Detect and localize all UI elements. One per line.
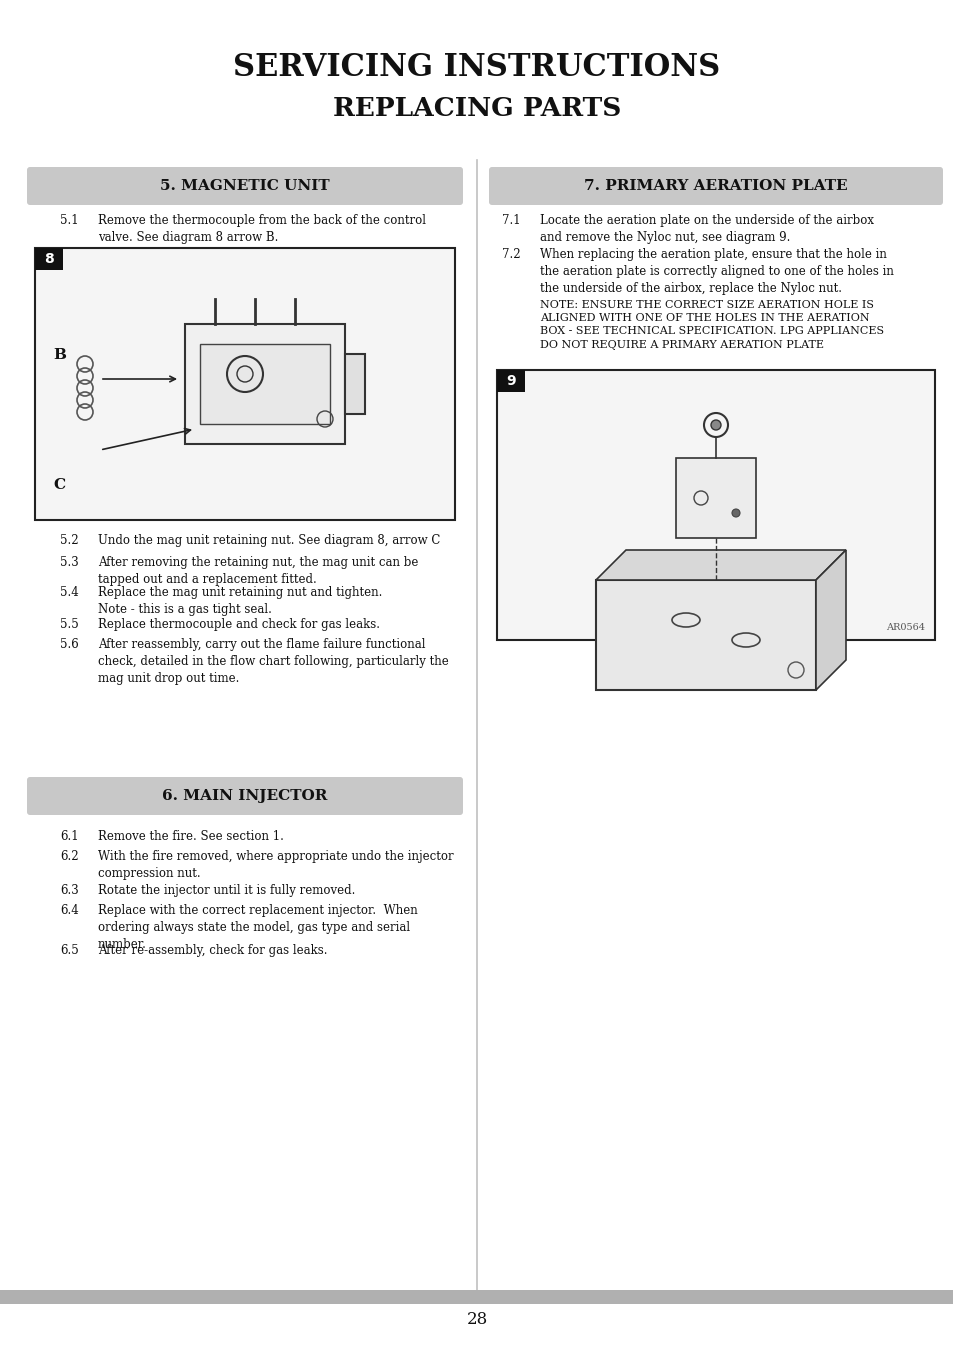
Text: With the fire removed, where appropriate undo the injector
compression nut.: With the fire removed, where appropriate… <box>98 850 453 880</box>
Text: After reassembly, carry out the flame failure functional
check, detailed in the : After reassembly, carry out the flame fa… <box>98 638 448 685</box>
Text: Remove the thermocouple from the back of the control
valve. See diagram 8 arrow : Remove the thermocouple from the back of… <box>98 213 426 245</box>
FancyBboxPatch shape <box>27 777 462 815</box>
Text: 5.1: 5.1 <box>60 213 78 227</box>
Text: 7.2: 7.2 <box>501 249 520 261</box>
Text: SERVICING INSTRUCTIONS: SERVICING INSTRUCTIONS <box>233 53 720 84</box>
Text: After re-assembly, check for gas leaks.: After re-assembly, check for gas leaks. <box>98 944 327 957</box>
Text: Replace thermocouple and check for gas leaks.: Replace thermocouple and check for gas l… <box>98 617 379 631</box>
Circle shape <box>710 420 720 430</box>
Text: Replace the mag unit retaining nut and tighten.
Note - this is a gas tight seal.: Replace the mag unit retaining nut and t… <box>98 586 382 616</box>
FancyBboxPatch shape <box>27 168 462 205</box>
Text: Replace with the correct replacement injector.  When
ordering always state the m: Replace with the correct replacement inj… <box>98 904 417 951</box>
Text: 5.2: 5.2 <box>60 534 78 547</box>
Bar <box>497 370 934 640</box>
Circle shape <box>731 509 740 517</box>
Text: Rotate the injector until it is fully removed.: Rotate the injector until it is fully re… <box>98 884 355 897</box>
Polygon shape <box>815 550 845 690</box>
Bar <box>0 1290 953 1304</box>
Text: 8: 8 <box>44 253 53 266</box>
Text: After removing the retaining nut, the mag unit can be
tapped out and a replaceme: After removing the retaining nut, the ma… <box>98 557 418 586</box>
Text: 5.6: 5.6 <box>60 638 79 651</box>
Text: 6.3: 6.3 <box>60 884 79 897</box>
Bar <box>596 580 815 690</box>
Text: 5. MAGNETIC UNIT: 5. MAGNETIC UNIT <box>160 178 330 193</box>
Text: 7.1: 7.1 <box>501 213 520 227</box>
Text: 6.4: 6.4 <box>60 904 79 917</box>
Text: B: B <box>53 349 66 362</box>
Text: 28: 28 <box>466 1312 487 1328</box>
Text: 6.5: 6.5 <box>60 944 79 957</box>
Text: 6. MAIN INJECTOR: 6. MAIN INJECTOR <box>162 789 327 802</box>
Bar <box>200 345 330 424</box>
Text: 6.1: 6.1 <box>60 830 78 843</box>
Bar <box>497 370 524 392</box>
Text: 5.3: 5.3 <box>60 557 79 569</box>
Text: REPLACING PARTS: REPLACING PARTS <box>333 96 620 120</box>
Text: 6.2: 6.2 <box>60 850 78 863</box>
Text: 5.4: 5.4 <box>60 586 79 598</box>
Text: 7. PRIMARY AERATION PLATE: 7. PRIMARY AERATION PLATE <box>583 178 847 193</box>
Text: AR0564: AR0564 <box>885 623 924 632</box>
Text: 9: 9 <box>506 374 516 388</box>
FancyBboxPatch shape <box>489 168 942 205</box>
Text: Remove the fire. See section 1.: Remove the fire. See section 1. <box>98 830 284 843</box>
Bar <box>35 249 455 520</box>
Text: Locate the aeration plate on the underside of the airbox
and remove the Nyloc nu: Locate the aeration plate on the undersi… <box>539 213 873 245</box>
Text: 5.5: 5.5 <box>60 617 79 631</box>
Text: NOTE: ENSURE THE CORRECT SIZE AERATION HOLE IS
ALIGNED WITH ONE OF THE HOLES IN : NOTE: ENSURE THE CORRECT SIZE AERATION H… <box>539 300 883 350</box>
Polygon shape <box>596 550 845 580</box>
Bar <box>35 249 63 270</box>
Bar <box>345 354 365 413</box>
Text: Undo the mag unit retaining nut. See diagram 8, arrow C: Undo the mag unit retaining nut. See dia… <box>98 534 440 547</box>
Bar <box>185 324 345 444</box>
Text: When replacing the aeration plate, ensure that the hole in
the aeration plate is: When replacing the aeration plate, ensur… <box>539 249 893 295</box>
Text: C: C <box>53 478 65 492</box>
Bar <box>676 458 755 538</box>
